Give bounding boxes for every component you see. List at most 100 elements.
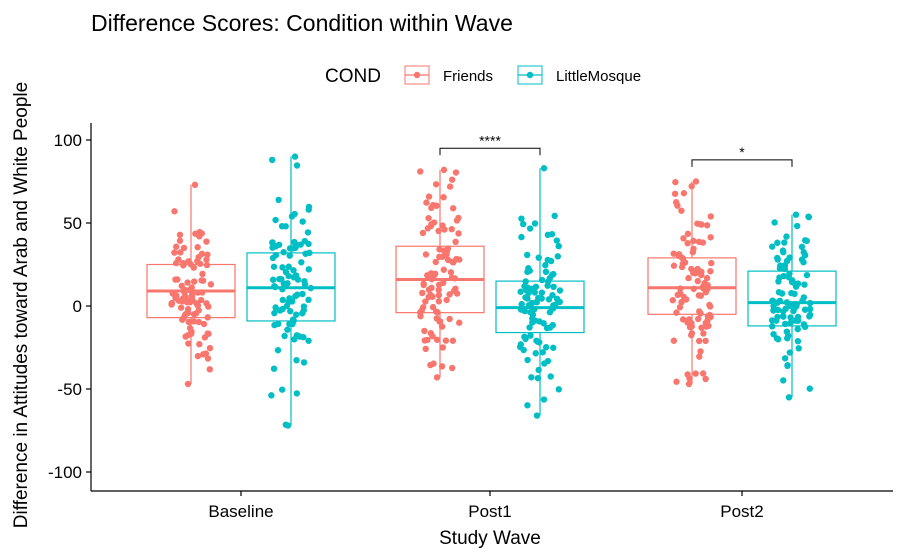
data-point xyxy=(285,263,292,270)
data-point xyxy=(293,162,301,169)
points xyxy=(669,178,715,388)
data-point xyxy=(680,190,688,197)
data-point xyxy=(180,259,187,267)
data-point xyxy=(544,278,552,285)
data-point xyxy=(285,272,292,280)
data-point xyxy=(776,274,783,281)
data-point xyxy=(300,307,308,314)
data-point xyxy=(673,378,680,385)
data-point xyxy=(803,271,811,279)
data-point xyxy=(527,309,534,316)
data-point xyxy=(294,276,302,283)
data-point xyxy=(695,337,703,345)
data-point xyxy=(781,355,789,362)
data-point xyxy=(446,291,453,298)
data-point xyxy=(800,259,807,266)
data-point xyxy=(435,291,443,299)
data-point xyxy=(670,337,678,344)
data-point xyxy=(686,323,694,331)
data-point xyxy=(455,230,462,237)
data-point xyxy=(785,394,793,401)
data-point xyxy=(185,340,192,347)
data-point xyxy=(422,251,430,258)
data-point xyxy=(518,233,525,241)
data-point xyxy=(176,237,184,244)
data-point xyxy=(696,308,703,315)
data-point xyxy=(271,309,278,317)
data-point xyxy=(439,253,446,260)
data-point xyxy=(449,205,457,212)
data-point xyxy=(171,249,178,256)
data-point xyxy=(550,344,557,351)
significance-label: **** xyxy=(479,132,501,148)
data-point xyxy=(204,314,211,321)
data-point xyxy=(289,320,296,328)
data-point xyxy=(184,279,191,286)
data-point xyxy=(801,281,808,288)
box-littlemosque-baseline xyxy=(246,153,336,429)
data-point xyxy=(425,286,433,293)
data-point xyxy=(299,290,306,298)
data-point xyxy=(780,377,787,384)
data-point xyxy=(781,239,788,246)
data-point xyxy=(278,386,286,393)
data-point xyxy=(556,298,563,306)
data-point xyxy=(774,239,781,246)
data-point xyxy=(798,243,806,251)
data-point xyxy=(688,331,695,339)
data-point xyxy=(286,252,293,259)
data-point xyxy=(195,318,203,326)
data-point xyxy=(522,294,529,301)
data-point xyxy=(782,320,789,328)
data-point xyxy=(543,324,551,332)
data-point xyxy=(452,169,460,176)
data-point xyxy=(417,168,424,175)
data-point xyxy=(440,166,448,174)
significance-bracket: **** xyxy=(439,132,541,156)
data-point xyxy=(435,227,442,235)
data-point xyxy=(304,229,312,236)
data-point xyxy=(694,315,702,323)
data-point xyxy=(452,238,459,246)
points xyxy=(768,211,814,401)
data-point xyxy=(434,309,441,316)
data-point xyxy=(185,258,192,265)
data-point xyxy=(786,254,793,261)
data-point xyxy=(272,216,279,224)
data-point xyxy=(207,281,215,288)
data-point xyxy=(551,212,558,220)
data-point xyxy=(794,325,801,333)
data-point xyxy=(433,315,440,322)
data-point xyxy=(791,290,798,298)
data-point xyxy=(293,390,301,397)
data-point xyxy=(190,318,198,325)
data-point xyxy=(688,183,695,190)
data-point xyxy=(278,222,286,230)
data-point xyxy=(449,337,457,344)
data-point xyxy=(420,280,427,287)
data-point xyxy=(556,287,564,294)
data-point xyxy=(521,283,528,290)
data-point xyxy=(704,312,712,320)
data-point xyxy=(456,319,463,326)
data-point xyxy=(690,237,697,245)
data-point xyxy=(301,277,308,285)
data-point xyxy=(177,249,184,256)
data-point xyxy=(424,336,431,344)
data-point xyxy=(779,247,787,254)
data-point xyxy=(708,259,715,267)
data-point xyxy=(806,385,813,392)
data-point xyxy=(547,373,554,380)
data-point xyxy=(300,359,308,366)
data-point xyxy=(423,199,430,206)
data-point xyxy=(176,231,184,239)
data-point xyxy=(450,259,457,266)
data-point xyxy=(527,332,534,339)
data-point xyxy=(269,239,276,246)
data-point xyxy=(707,268,714,275)
x-tick-label: Baseline xyxy=(208,502,273,521)
y-tick-label: 0 xyxy=(73,297,82,316)
data-point xyxy=(703,274,711,282)
data-point xyxy=(550,283,557,291)
